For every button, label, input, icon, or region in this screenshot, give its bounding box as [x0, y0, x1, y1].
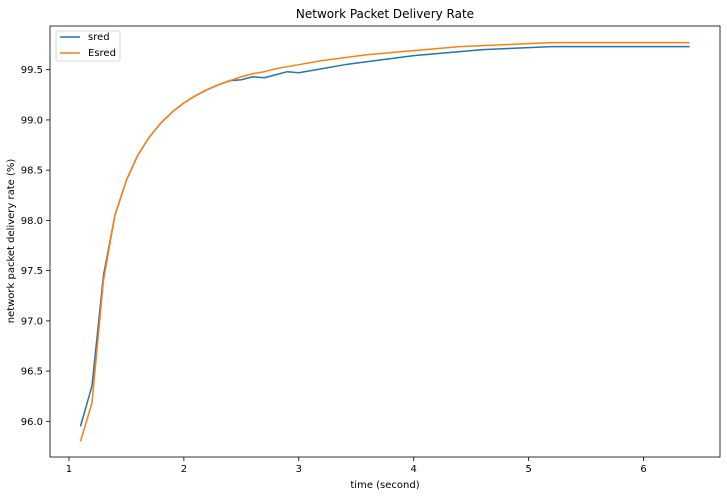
series-line-esred	[79, 41, 690, 442]
y-axis-ticks: 96.0 96.5 97.0 97.5 98.0 98.5 99.0 99.5	[21, 65, 50, 428]
x-tick-label: 2	[181, 464, 187, 475]
x-axis-ticks: 1 2 3 4 5 6	[66, 457, 647, 475]
x-tick-label: 5	[525, 464, 531, 475]
x-tick-label: 4	[411, 464, 417, 475]
y-tick-label: 98.0	[21, 216, 43, 227]
chart-title: Network Packet Delivery Rate	[296, 7, 474, 21]
plot-frame	[49, 25, 721, 458]
x-tick-label: 3	[296, 464, 302, 475]
legend-label-sred: sred	[88, 32, 110, 43]
series-layer	[79, 41, 690, 442]
y-tick-label: 96.5	[21, 367, 43, 378]
y-tick-label: 99.0	[21, 115, 43, 126]
y-tick-label: 97.0	[21, 316, 43, 327]
x-tick-label: 1	[66, 464, 72, 475]
legend: sred Esred	[55, 30, 121, 62]
legend-label-esred: Esred	[88, 48, 116, 59]
y-tick-label: 99.5	[21, 65, 43, 76]
y-axis-label: network packet delivery rate (%)	[6, 159, 17, 324]
y-tick-label: 98.5	[21, 166, 43, 177]
y-tick-label: 96.0	[21, 417, 43, 428]
x-axis-label: time (second)	[350, 480, 419, 491]
x-tick-label: 6	[640, 464, 646, 475]
y-tick-label: 97.5	[21, 266, 43, 277]
